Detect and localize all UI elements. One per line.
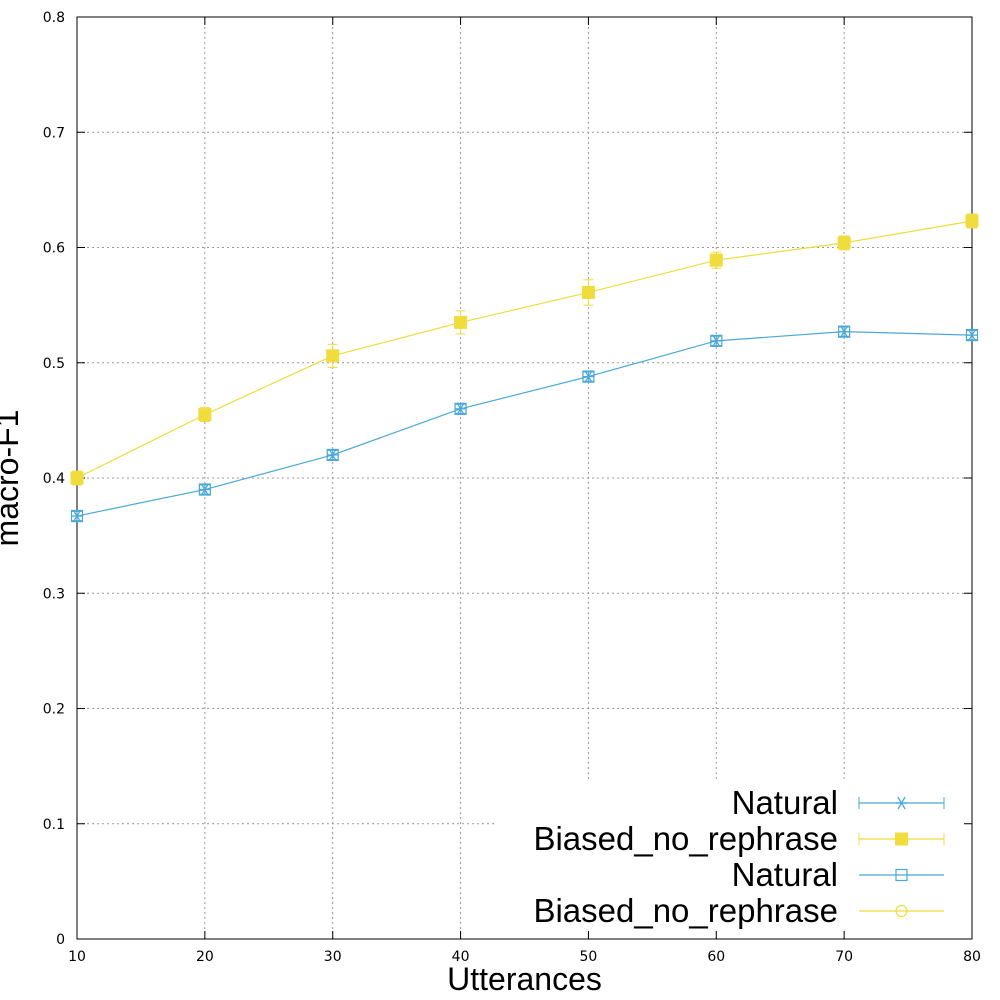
open-square-marker (454, 402, 467, 415)
x-tick-label: 10 (68, 949, 86, 965)
open-square-marker (895, 868, 908, 882)
series-3 (70, 214, 979, 485)
y-tick-label: 0.6 (43, 241, 65, 257)
y-tick-label: 0.3 (43, 586, 65, 602)
x-tick-label: 50 (580, 949, 598, 965)
x-tick-label: 70 (835, 949, 853, 965)
x-tick-label: 20 (196, 949, 214, 965)
open-circle-marker (198, 408, 211, 421)
open-square-marker (326, 448, 339, 462)
open-square-marker (582, 370, 595, 383)
y-axis-title: macro-F1 (0, 410, 25, 547)
open-circle-marker (965, 214, 979, 228)
x-tick-label: 60 (707, 949, 725, 965)
y-tick-label: 0.7 (43, 125, 65, 141)
open-circle-marker (70, 471, 84, 485)
legend-label: Biased_no_rephrase (533, 892, 838, 929)
x-axis-title: Utterances (447, 961, 602, 997)
open-square-marker (838, 325, 851, 338)
y-tick-label: 0 (56, 932, 65, 948)
open-circle-marker (710, 254, 723, 267)
open-circle-marker (454, 316, 467, 329)
open-square-marker (965, 328, 979, 342)
x-tick-label: 40 (452, 949, 470, 965)
legend-label: Natural (732, 856, 838, 893)
series-line (76, 331, 973, 517)
legend-label: Natural (732, 784, 838, 821)
y-tick-label: 0.2 (43, 702, 65, 718)
series-2 (70, 325, 979, 523)
open-circle-marker (582, 286, 595, 299)
x-tick-label: 30 (324, 949, 342, 965)
series-line (76, 220, 973, 479)
legend: NaturalBiased_no_rephraseNaturalBiased_n… (533, 784, 945, 929)
y-tick-label: 0.1 (43, 817, 65, 833)
y-tick-label: 0.4 (43, 471, 65, 487)
series-layer (70, 213, 979, 523)
y-tick-label: 0.8 (43, 10, 65, 26)
open-circle-marker (895, 904, 908, 918)
legend-label: Biased_no_rephrase (533, 820, 838, 857)
y-tick-label: 0.5 (43, 356, 65, 372)
open-square-marker (710, 334, 723, 347)
open-circle-marker (838, 236, 851, 249)
legend-background (497, 782, 971, 930)
x-tick-label: 80 (963, 949, 981, 965)
axis-ticks: 10 20 30 40 50 60 70 80 0 0.1 0.2 0.3 0.4 0.5 0.6 0.7 0.… (43, 10, 981, 965)
filled-square-marker (895, 832, 908, 846)
asterisk-marker (895, 796, 908, 810)
open-circle-marker (326, 349, 339, 362)
open-square-marker (70, 509, 84, 523)
open-square-marker (198, 483, 211, 496)
asterisk-stroke (897, 796, 906, 810)
